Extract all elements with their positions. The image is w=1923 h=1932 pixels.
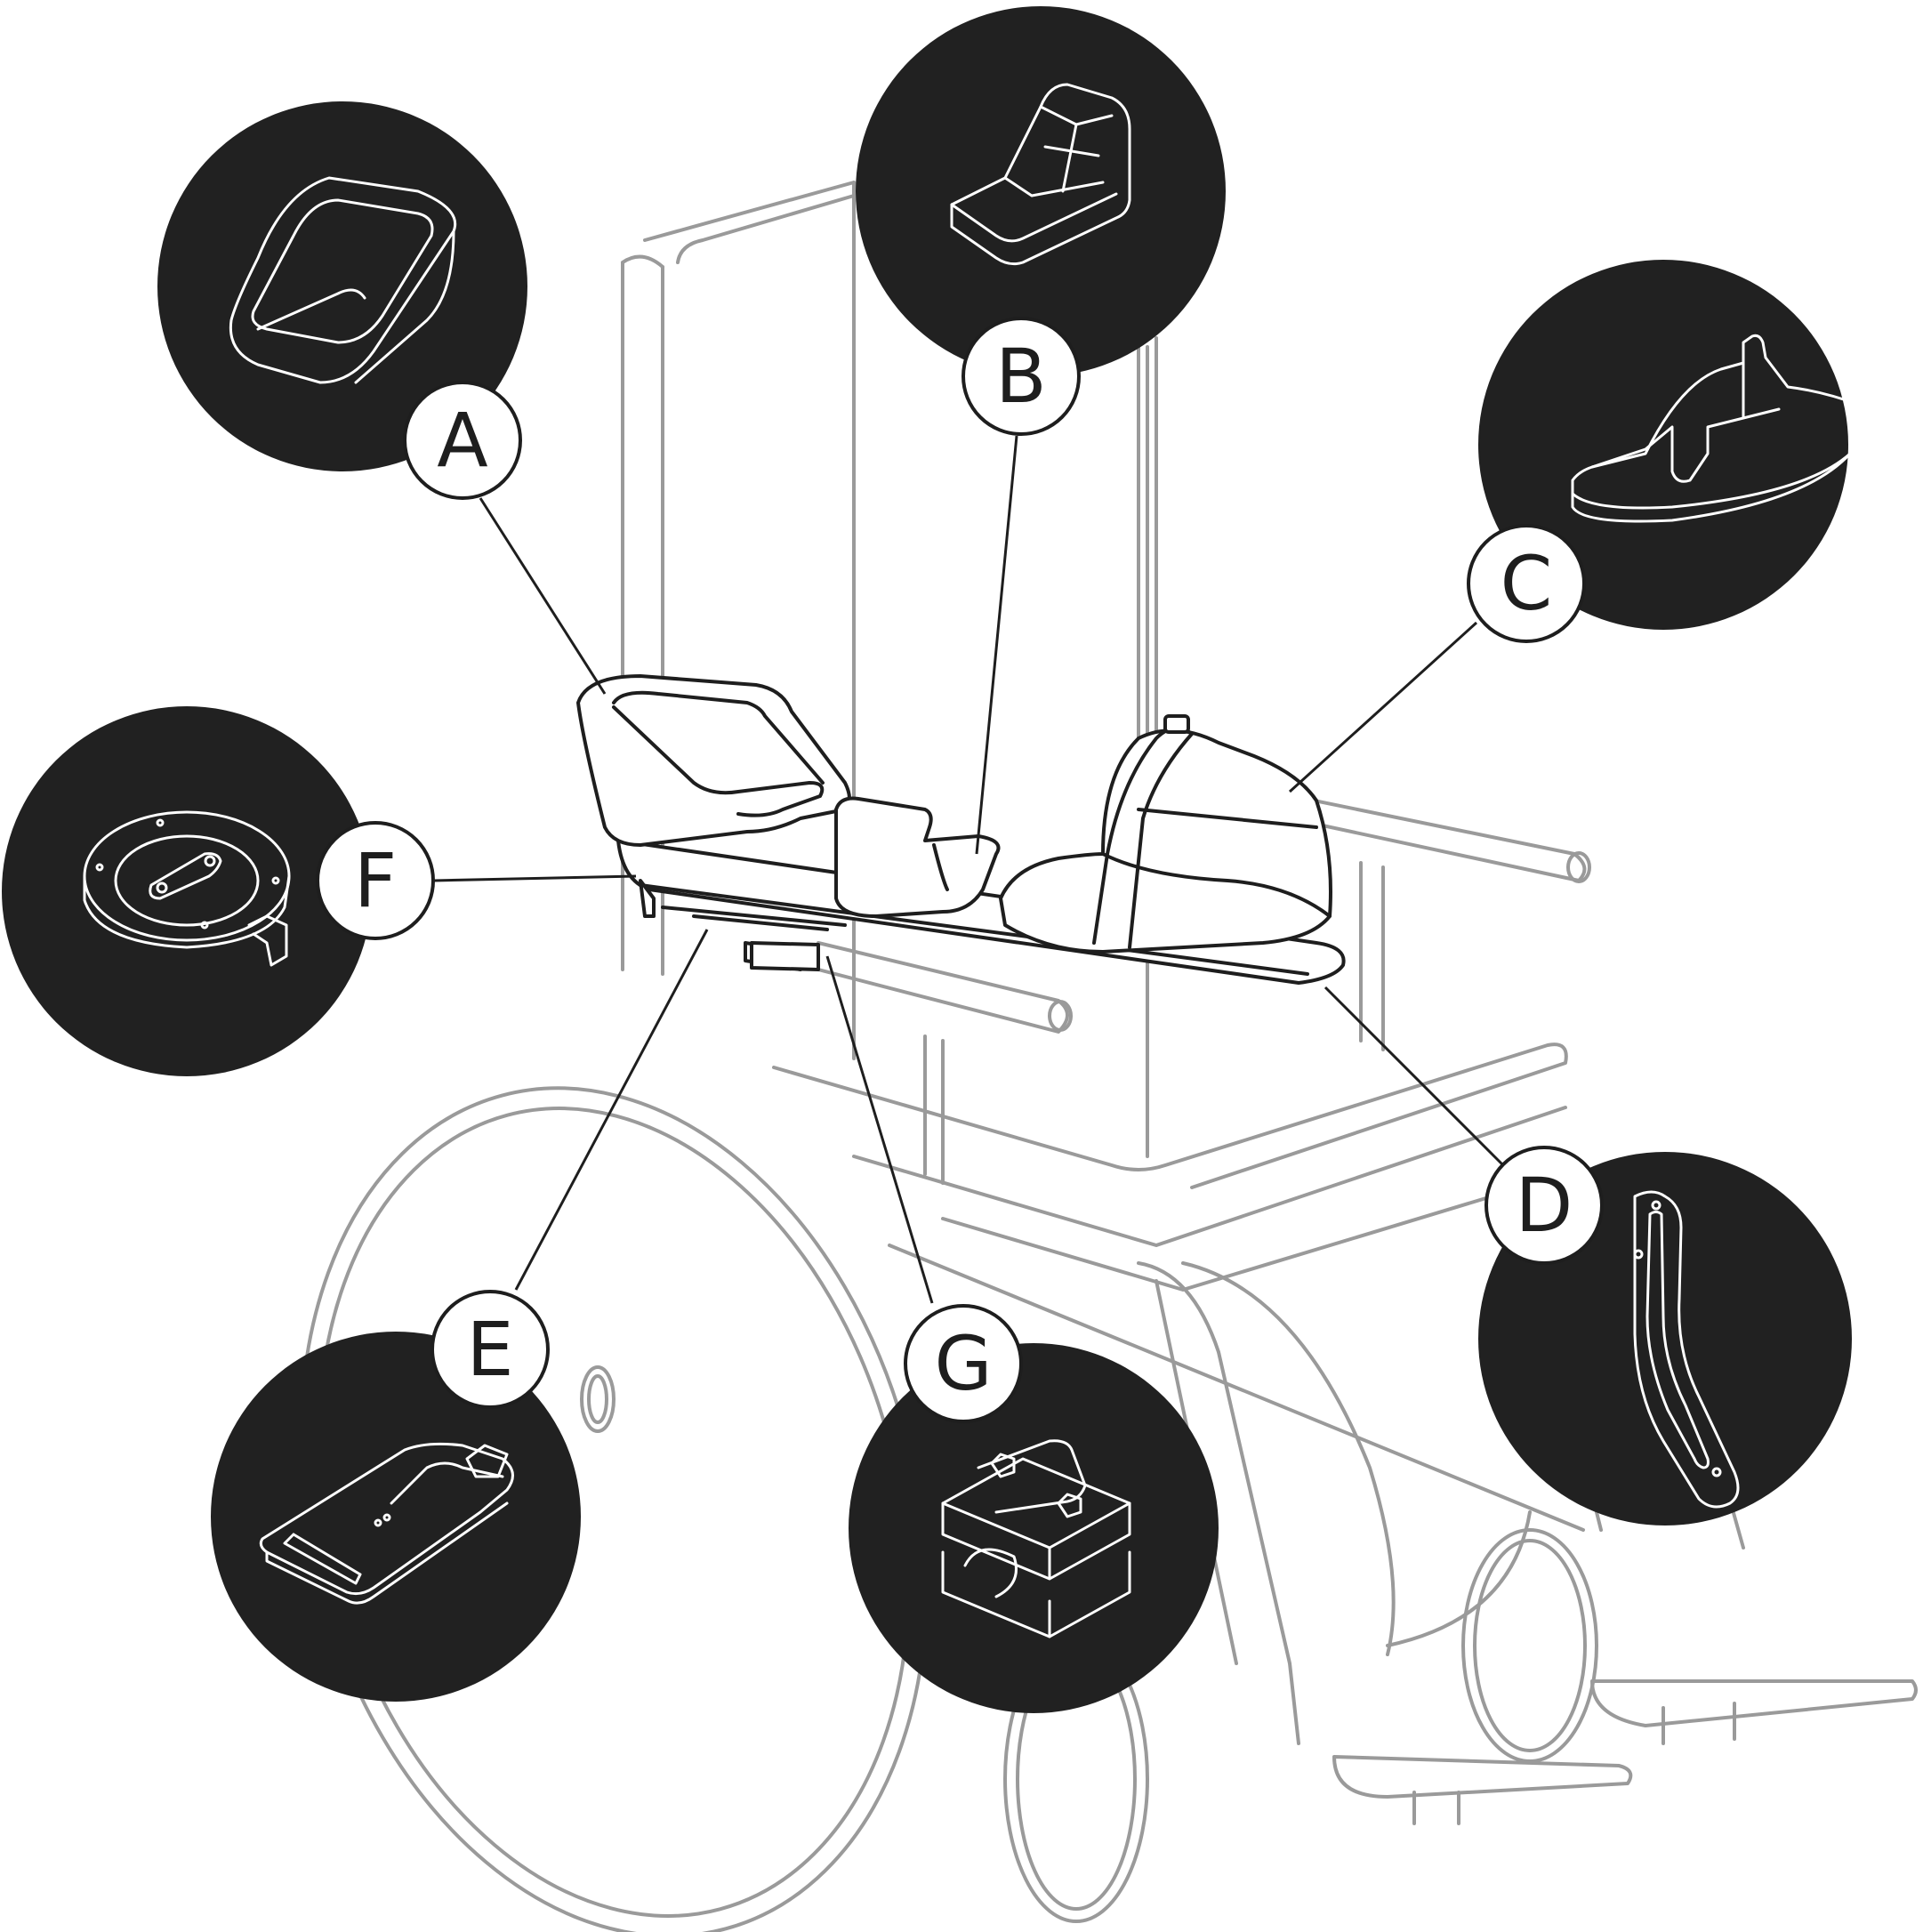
badge-label-G: G [934,1320,992,1407]
badge-A: A [403,381,522,500]
badge-E: E [430,1290,550,1409]
curved-slotted-rail-icon [1633,1190,1740,1509]
leader-line-A [479,497,607,695]
leader-line-E [514,929,709,1291]
badge-D: D [1484,1146,1604,1265]
round-swivel-mount-icon [83,810,291,967]
badge-label-C: C [1501,540,1553,627]
detail-disc-E [211,1332,581,1702]
detail-disc-A [157,101,527,471]
leader-lines [433,435,1505,1304]
tube-clamp-icon [941,1439,1131,1638]
badge-label-F: F [354,837,397,924]
detail-disc-C [1478,260,1848,630]
badge-label-D: D [1516,1162,1573,1249]
leader-line-D [1324,986,1505,1167]
mounting-plate-icon [259,1442,514,1605]
detail-disc-G [849,1343,1219,1713]
badge-G: G [904,1304,1023,1423]
callout-A [157,101,527,471]
leader-line-C [1288,621,1478,793]
detail-disc-B [856,6,1226,376]
badge-F: F [316,821,435,940]
badge-label-A: A [437,397,487,484]
callout-F [2,706,372,1076]
badge-C: C [1467,524,1586,643]
callout-B [856,6,1226,376]
joystick-dome-icon [1571,334,1866,523]
leader-line-G [825,955,934,1304]
hand-rest-pad-icon [950,83,1131,266]
detail-disc-F [2,706,372,1076]
callout-E [211,1332,581,1702]
armrest-cup-icon [229,176,456,384]
callout-G [849,1343,1219,1713]
tray-assembly [576,674,1346,985]
callout-C [1478,260,1866,630]
badge-label-E: E [466,1306,513,1393]
leader-line-B [975,435,1018,855]
badge-B: B [962,317,1081,436]
leader-line-F [433,874,637,882]
badge-label-B: B [995,333,1047,420]
